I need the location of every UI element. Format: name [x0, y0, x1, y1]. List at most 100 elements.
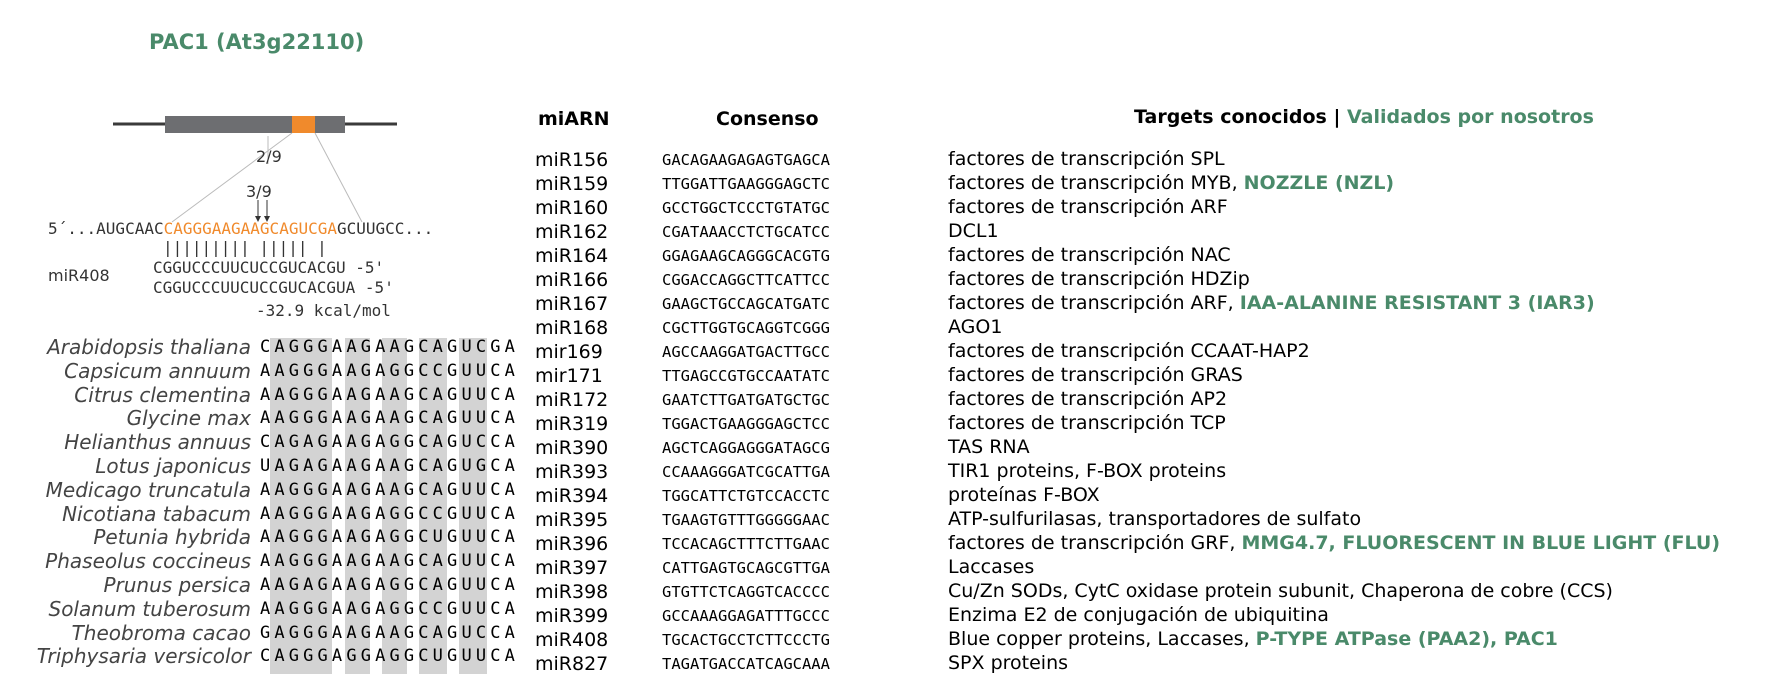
cleavage-ratio-2: 2/9 [256, 147, 282, 166]
mirna-label: miR408 [48, 266, 110, 285]
mirna-name: miR166 [535, 269, 609, 291]
species-name: Theobroma cacao [71, 620, 251, 645]
header-mirna: miARN [538, 108, 610, 130]
species-name: Phaseolus coccineus [45, 549, 251, 574]
mirna-name: miR162 [535, 221, 609, 243]
mirna-name: miR319 [535, 413, 609, 435]
mirna-name: miR408 [535, 629, 609, 651]
mirna-name: miR398 [535, 581, 609, 603]
target-text: factores de transcripción SPL [948, 148, 1225, 170]
target-text: factores de transcripción ARF [948, 196, 1228, 218]
consensus-sequence: CCAAAGGGATCGCATTGA [662, 463, 830, 481]
gene-model-diagram [113, 116, 397, 223]
mrna-prefix: 5´...AUGCAAC [48, 219, 164, 238]
mirna-name: miR167 [535, 293, 609, 315]
consensus-sequence: TAGATGACCATCAGCAAA [662, 655, 830, 673]
target-text: Blue copper proteins, Laccases, [948, 628, 1256, 650]
consensus-sequence: TGCACTGCCTCTTCCCTG [662, 631, 830, 649]
gene-title: PAC1 (At3g22110) [149, 30, 365, 54]
validated-target: P-TYPE ATPase (PAA2), PAC1 [1255, 628, 1558, 650]
mirna-name: miR156 [535, 149, 609, 171]
mirna-name: miR172 [535, 389, 609, 411]
consensus-sequence: GCCTGGCTCCCTGTATGC [662, 199, 830, 217]
known-targets: proteínas F-BOX [948, 484, 1100, 506]
consensus-sequence: GGAGAAGCAGGGCACGTG [662, 247, 830, 265]
species-name: Nicotiana tabacum [62, 501, 251, 526]
known-targets: TIR1 proteins, F-BOX proteins [948, 460, 1226, 482]
mirna-name: miR393 [535, 461, 609, 483]
species-name: Solanum tuberosum [48, 596, 252, 621]
target-text: factores de transcripción MYB, [948, 172, 1244, 194]
mirna-name: miR397 [535, 557, 609, 579]
mirna-name: miR395 [535, 509, 609, 531]
target-text: factores de transcripción HDZip [948, 268, 1250, 290]
target-text: proteínas F-BOX [948, 484, 1100, 506]
target-text: AGO1 [948, 316, 1003, 338]
shade-block-4 [419, 338, 447, 674]
consensus-sequence: GAAGCTGCCAGCATGATC [662, 295, 830, 313]
target-text: factores de transcripción TCP [948, 412, 1226, 434]
consensus-sequence: GACAGAAGAGAGTGAGCA [662, 151, 830, 169]
known-targets: factores de transcripción GRF, MMG4.7, F… [948, 532, 1720, 554]
consensus-sequence: GTGTTCTCAGGTCACCCC [662, 583, 830, 601]
pairing-bars: ||||||||| ||||| | [163, 238, 327, 257]
mirna-name: mir169 [535, 341, 603, 363]
consensus-sequence: CGGACCAGGCTTCATTCC [662, 271, 830, 289]
known-targets: factores de transcripción ARF [948, 196, 1228, 218]
cds-box [165, 116, 345, 133]
mirna-name: mir171 [535, 365, 603, 387]
known-targets: Blue copper proteins, Laccases, P-TYPE A… [948, 628, 1558, 650]
known-targets: TAS RNA [948, 436, 1030, 458]
target-text: factores de transcripción CCAAT-HAP2 [948, 340, 1310, 362]
target-text: Cu/Zn SODs, CytC oxidase protein subunit… [948, 580, 1613, 602]
mirna-name: miR394 [535, 485, 609, 507]
mrna-target-site: CAGGGAAGAAGCAGUCGA [163, 219, 337, 238]
species-name: Triphysaria versicolor [36, 644, 251, 669]
mirna-name: miR160 [535, 197, 609, 219]
header-validated-label: Validados por nosotros [1347, 106, 1594, 128]
cleavage-ratio-3: 3/9 [246, 182, 272, 201]
mrna-suffix: GCUUGCC... [336, 219, 434, 238]
known-targets: Cu/Zn SODs, CytC oxidase protein subunit… [948, 580, 1613, 602]
mirna-sequence-2: CGGUCCCUUCUCCGUCACGUA -5' [153, 278, 394, 297]
target-text: SPX proteins [948, 652, 1069, 674]
known-targets: factores de transcripción TCP [948, 412, 1226, 434]
mirna-name: miR168 [535, 317, 609, 339]
mirna-sequence-1: CGGUCCCUUCUCCGUCACGU -5' [153, 258, 385, 277]
target-mrna-sequence: 5´...AUGCAACCAGGGAAGAAGCAGUCGAGCUUGCC... [48, 219, 433, 238]
target-text: factores de transcripción NAC [948, 244, 1231, 266]
validated-target: NOZZLE (NZL) [1243, 172, 1395, 194]
header-consensus: Consenso [716, 108, 819, 130]
consensus-sequence: AGCCAAGGATGACTTGCC [662, 343, 830, 361]
known-targets: factores de transcripción HDZip [948, 268, 1250, 290]
shade-block-5 [459, 338, 487, 674]
header-targets-label: Targets conocidos | [1134, 106, 1341, 128]
species-name: Petunia hybrida [93, 525, 251, 550]
target-text: factores de transcripción ARF, [948, 292, 1240, 314]
consensus-sequence: TTGAGCCGTGCCAATATC [662, 367, 830, 385]
target-text: TIR1 proteins, F-BOX proteins [948, 460, 1227, 482]
species-name: Glycine max [126, 406, 251, 431]
consensus-sequence: TTGGATTGAAGGGAGCTC [662, 175, 830, 193]
known-targets: factores de transcripción AP2 [948, 388, 1227, 410]
target-text: TAS RNA [948, 436, 1030, 458]
mirna-name: miR827 [535, 653, 609, 675]
known-targets: Enzima E2 de conjugación de ubiquitina [948, 604, 1329, 626]
target-text: DCL1 [948, 220, 999, 242]
target-text: factores de transcripción GRF, [948, 532, 1242, 554]
known-targets: factores de transcripción SPL [948, 148, 1225, 170]
mirna-site-box [292, 116, 315, 133]
species-name: Citrus clementina [74, 382, 251, 407]
known-targets: ATP-sulfurilasas, transportadores de sul… [948, 508, 1361, 530]
